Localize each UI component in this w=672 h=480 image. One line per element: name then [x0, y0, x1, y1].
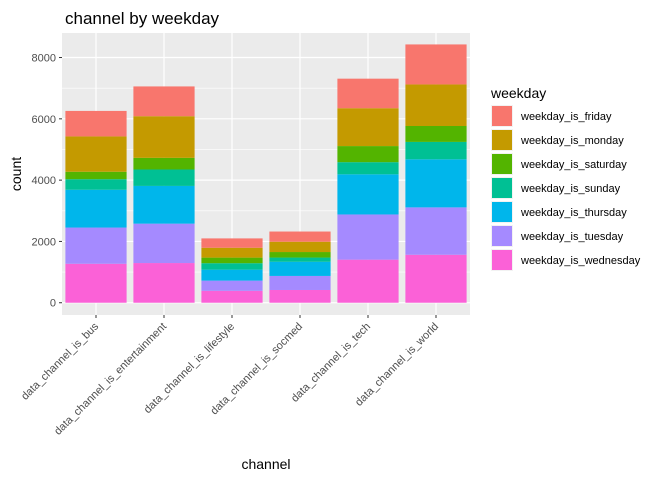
- legend-label: weekday_is_thursday: [520, 207, 627, 219]
- bar-segment: [405, 84, 467, 126]
- bar-segment: [65, 136, 127, 172]
- bar-segment: [269, 261, 331, 276]
- legend-title: weekday: [490, 85, 546, 101]
- bar-segment: [65, 110, 127, 137]
- bar-segment: [337, 214, 399, 260]
- bar-segment: [65, 263, 127, 303]
- x-tick-label: data_channel_is_entertainment: [52, 321, 169, 438]
- bar-segment: [405, 159, 467, 208]
- bar-segment: [405, 44, 467, 85]
- legend-label: weekday_is_tuesday: [520, 231, 624, 243]
- legend-items: weekday_is_friday weekday_is_mondayweekda…: [491, 105, 641, 271]
- chart-title: channel by weekday: [65, 9, 220, 28]
- bar-segment: [337, 162, 399, 175]
- bar-segment: [201, 263, 263, 270]
- bar-segment: [133, 185, 195, 224]
- bar-segment: [337, 174, 399, 215]
- bar-segment: [337, 259, 399, 303]
- legend: weekday weekday_is_friday weekday_is_mond…: [490, 85, 641, 271]
- legend-label: weekday_is_wednesday: [520, 255, 641, 267]
- y-axis-ticks: 0 2000 4000 6000 8000: [32, 53, 62, 310]
- bar-segment: [269, 275, 331, 290]
- bar-segment: [201, 280, 263, 291]
- bar-segment: [337, 78, 399, 109]
- bar-segment: [65, 227, 127, 264]
- legend-label: weekday_is_saturday: [520, 159, 627, 171]
- y-tick-label: 2000: [32, 236, 56, 248]
- legend-swatch: [492, 250, 512, 270]
- legend-label: weekday_is_sunday: [520, 183, 621, 195]
- bar-segment: [269, 241, 331, 253]
- minor-gridlines: [62, 87, 470, 273]
- legend-label: weekday_is_friday: [520, 111, 612, 123]
- y-tick-label: 0: [50, 298, 56, 310]
- bar-segment: [405, 125, 467, 142]
- x-tick-label: data_channel_is_bus: [19, 320, 101, 402]
- legend-label: weekday_is_monday: [520, 135, 624, 147]
- legend-swatch: [492, 154, 512, 174]
- legend-swatch: [492, 130, 512, 150]
- y-tick-label: 4000: [32, 175, 56, 187]
- bar-segment: [65, 179, 127, 190]
- bar-segment: [337, 146, 399, 163]
- bar-segment: [269, 289, 331, 303]
- legend-swatch: [492, 226, 512, 246]
- legend-swatch: [492, 178, 512, 198]
- bar-segment: [133, 86, 195, 117]
- bar-segment: [133, 223, 195, 264]
- bar-segment: [201, 257, 263, 264]
- bar-segment: [133, 157, 195, 170]
- bar-segment: [269, 231, 331, 242]
- bar-segment: [201, 247, 263, 258]
- bar-segment: [269, 252, 331, 258]
- bar-segment: [201, 238, 263, 248]
- legend-swatch: [492, 106, 512, 126]
- bar-segment: [133, 116, 195, 158]
- bar-segment: [269, 257, 331, 262]
- bar-segment: [133, 169, 195, 186]
- bar-segment: [337, 108, 399, 147]
- y-tick-label: 8000: [32, 53, 56, 65]
- bar-segment: [201, 290, 263, 303]
- bar-segment: [133, 263, 195, 303]
- legend-swatch: [492, 202, 512, 222]
- bar-segment: [405, 207, 467, 255]
- y-tick-label: 6000: [32, 114, 56, 126]
- x-axis-ticks: data_channel_is_busdata_channel_is_enter…: [19, 315, 441, 438]
- bar-segment: [405, 141, 467, 160]
- plot-panel: [62, 33, 470, 315]
- bar-segment: [65, 189, 127, 228]
- bar-segment: [65, 171, 127, 180]
- y-axis-title: count: [8, 157, 24, 191]
- bar-segment: [405, 254, 467, 303]
- bars: [65, 44, 467, 303]
- x-axis-title: channel: [241, 456, 290, 472]
- bar-segment: [201, 269, 263, 281]
